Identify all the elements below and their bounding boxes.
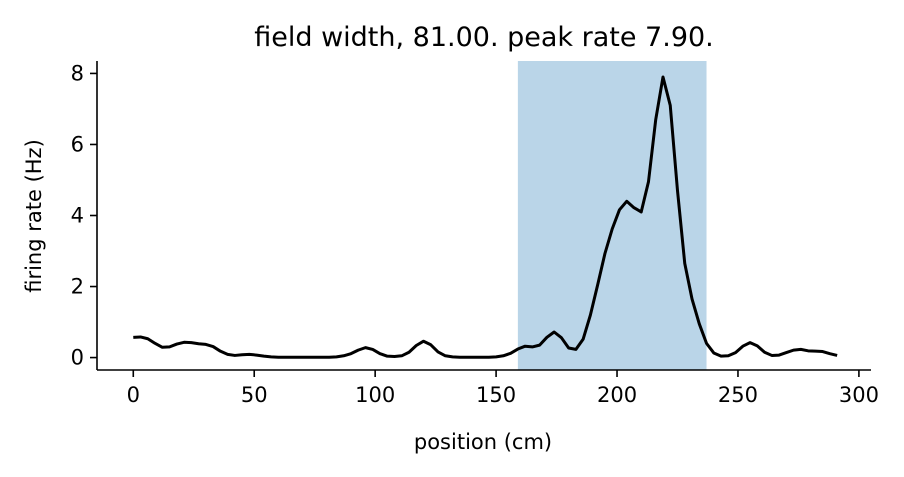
y-tick-label-4: 4 [71,204,84,228]
x-tick-label-200: 200 [597,383,637,407]
series-line-0 [133,75,838,359]
y-tick-label-8: 8 [71,61,84,85]
field-layer [517,61,707,370]
y-tick-label-6: 6 [71,132,84,156]
x-tick-label-300: 300 [839,383,879,407]
x-tick-label-150: 150 [476,383,516,407]
x-tick-label-0: 0 [127,383,140,407]
axes [96,61,871,371]
y-tick-label-2: 2 [71,275,84,299]
place-field-span [517,61,707,370]
x-tick-label-250: 250 [718,383,758,407]
chart-title: field width, 81.00. peak rate 7.90. [254,22,714,53]
y-axis-label: firing rate (Hz) [22,139,46,293]
series-layer [133,75,838,359]
y-tick-label-0: 0 [71,346,84,370]
x-tick-label-100: 100 [355,383,395,407]
ticks: 0 50 100 150 200 250 300 0 2 4 6 8 [71,61,879,407]
x-tick-label-50: 50 [241,383,268,407]
x-axis-label: position (cm) [414,430,552,454]
